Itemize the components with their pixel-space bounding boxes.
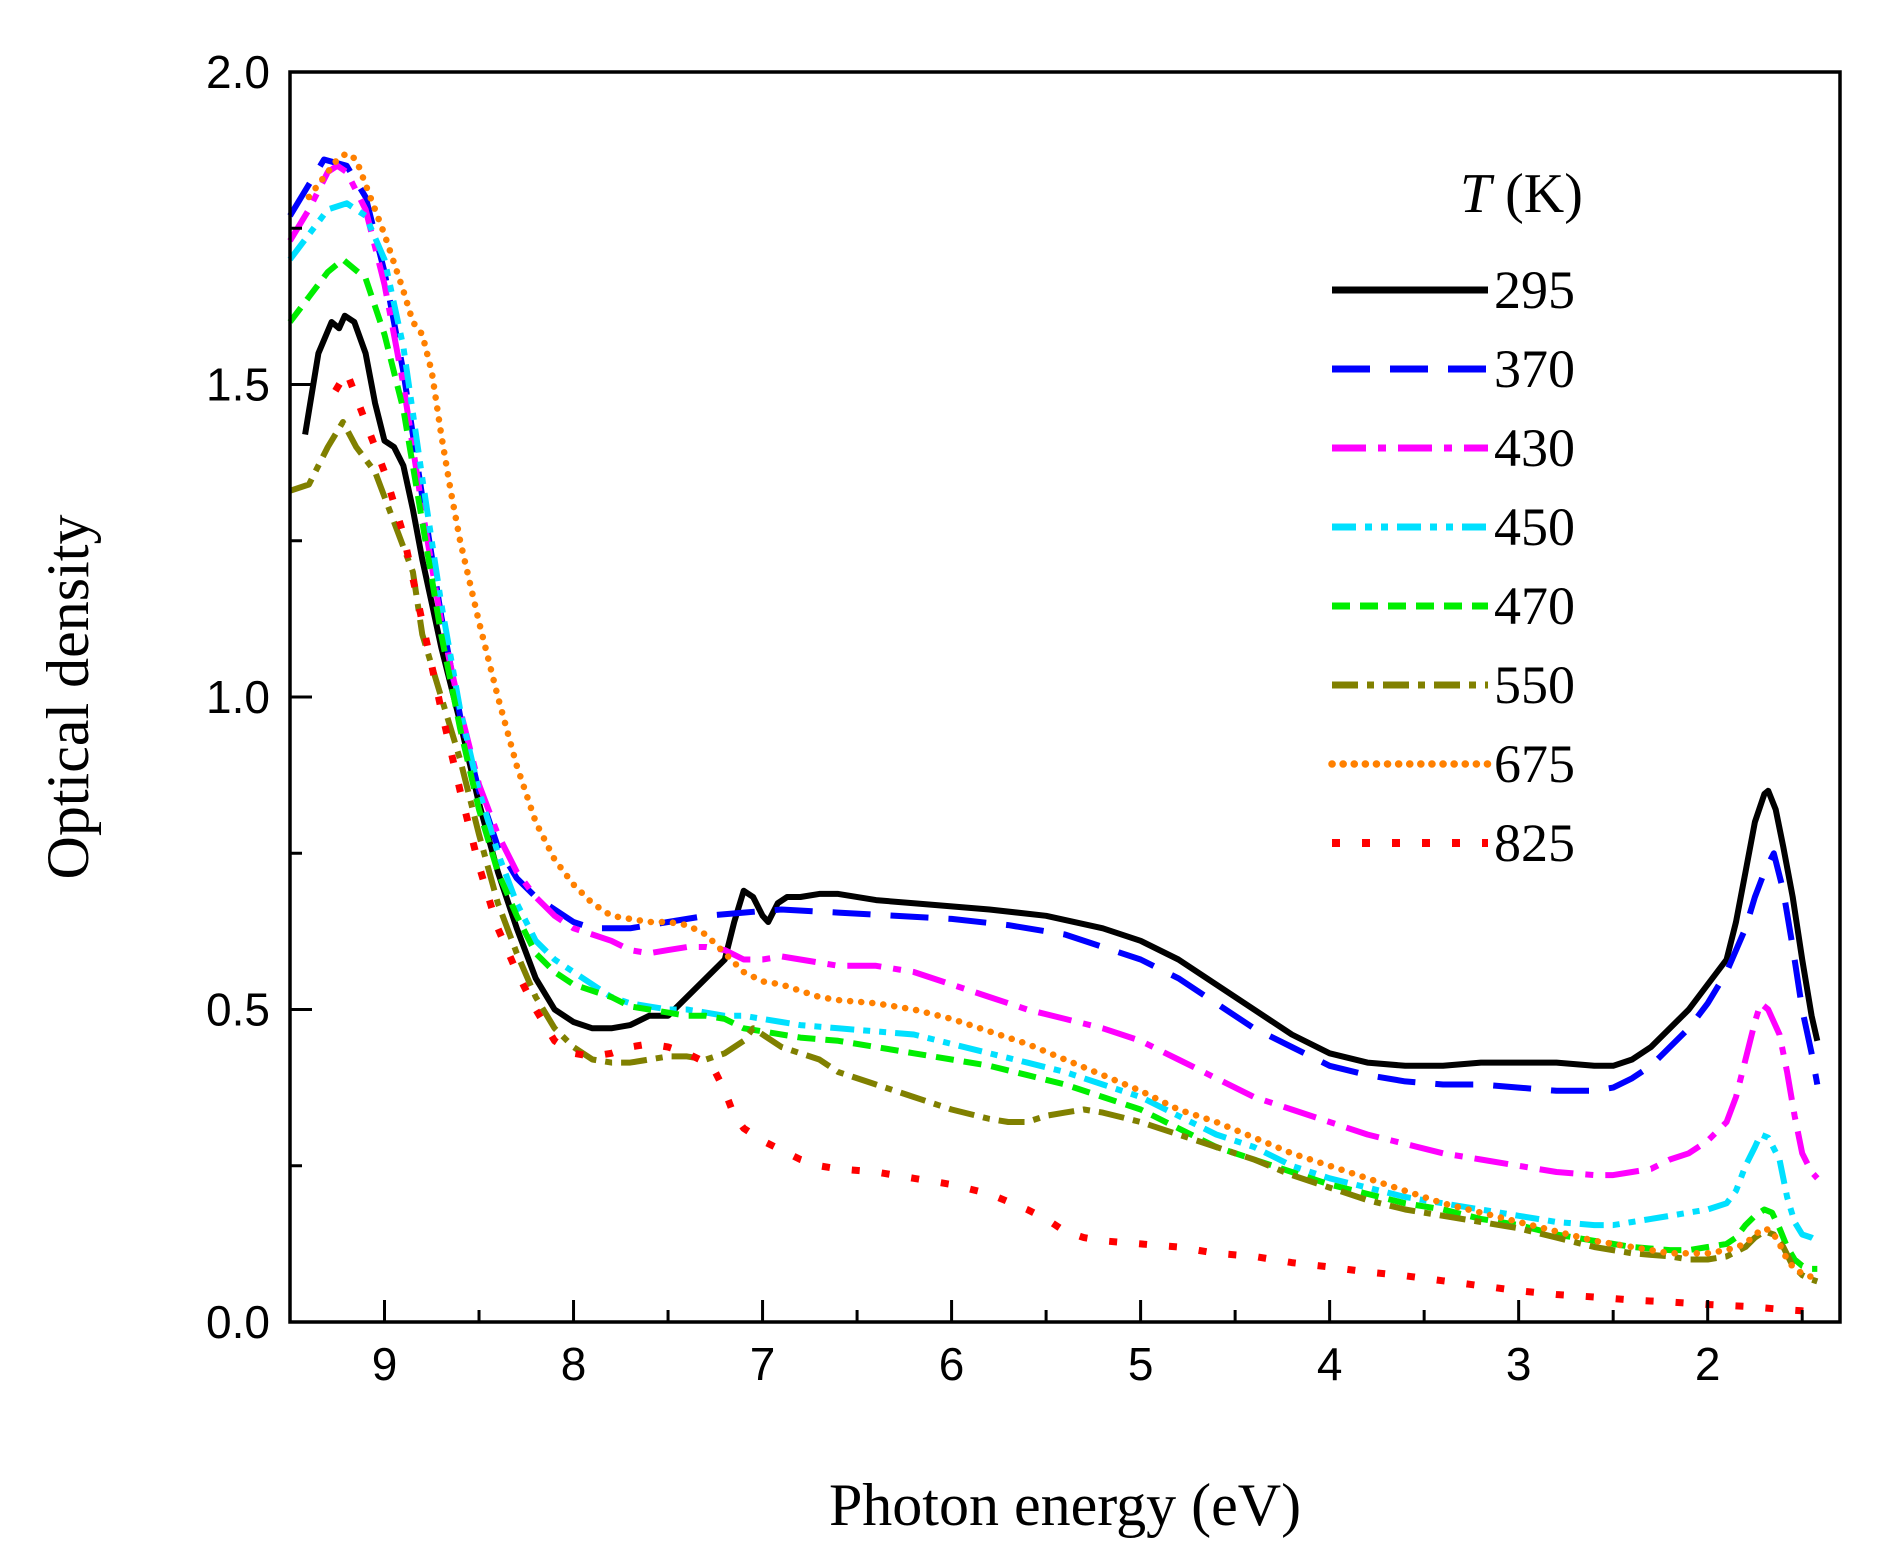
y-tick-label-2: 2.0 <box>206 46 270 98</box>
series-line-370 <box>287 156 1821 1094</box>
series-line-430 <box>287 162 1820 1181</box>
x-tick-label-5: 5 <box>1128 1338 1154 1390</box>
legend-label-370: 370 <box>1494 339 1575 399</box>
legend-label-470: 470 <box>1494 576 1575 636</box>
legend-items: 295 370 430 450 470 550 675 825 <box>1328 260 1575 873</box>
x-axis-title: Photon energy (eV) <box>829 1472 1301 1538</box>
series-line-675 <box>305 150 1821 1282</box>
series-line-450 <box>287 200 1819 1244</box>
legend-title-symbol: T <box>1460 163 1495 225</box>
legend: T (K) 295 370 430 450 470 550 675 825 <box>1328 163 1583 873</box>
y-tick-label-0.5: 0.5 <box>206 984 270 1036</box>
legend-label-550: 550 <box>1494 655 1575 715</box>
series-line-470 <box>287 256 1818 1272</box>
legend-title: T (K) <box>1460 163 1583 225</box>
plot-frame <box>288 70 1842 1324</box>
x-tick-label-6: 6 <box>939 1338 965 1390</box>
series-line-295 <box>302 312 1821 1069</box>
x-tick-label-7: 7 <box>750 1338 776 1390</box>
series-line-550 <box>289 419 1819 1285</box>
series-line-825 <box>332 368 1818 1317</box>
axes-layer: 9 8 7 6 5 4 3 2 0.0 0.5 1.0 1.5 2.0 <box>206 46 1804 1390</box>
y-tick-label-0: 0.0 <box>206 1296 270 1348</box>
legend-label-295: 295 <box>1494 260 1575 320</box>
y-axis-title: Optical density <box>35 515 101 880</box>
legend-title-unit: (K) <box>1491 163 1583 225</box>
x-tick-label-2: 2 <box>1695 1338 1721 1390</box>
legend-label-675: 675 <box>1494 734 1575 794</box>
series-layer <box>287 150 1821 1317</box>
x-tick-label-4: 4 <box>1317 1338 1343 1390</box>
legend-label-825: 825 <box>1494 813 1575 873</box>
y-tick-label-1: 1.0 <box>206 671 270 723</box>
x-tick-label-3: 3 <box>1506 1338 1532 1390</box>
x-tick-label-9: 9 <box>372 1338 398 1390</box>
y-tick-label-1.5: 1.5 <box>206 359 270 411</box>
legend-label-450: 450 <box>1494 497 1575 557</box>
legend-label-430: 430 <box>1494 418 1575 478</box>
x-tick-label-8: 8 <box>561 1338 587 1390</box>
